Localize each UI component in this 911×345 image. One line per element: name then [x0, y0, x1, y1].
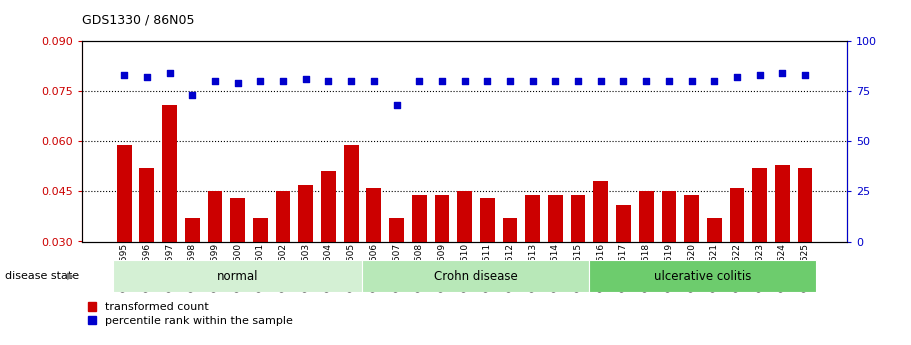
Bar: [363, 260, 589, 292]
Point: [593, 79, 608, 84]
Bar: [752, 168, 767, 241]
Text: normal: normal: [217, 269, 259, 283]
Bar: [208, 191, 222, 242]
Point: [457, 79, 472, 84]
Text: ulcerative colitis: ulcerative colitis: [654, 269, 752, 283]
Point: [253, 79, 268, 84]
Point: [435, 79, 449, 84]
Legend: transformed count, percentile rank within the sample: transformed count, percentile rank withi…: [87, 302, 293, 326]
Point: [322, 79, 336, 84]
Point: [503, 79, 517, 84]
Point: [162, 71, 177, 76]
Bar: [730, 188, 744, 241]
Bar: [661, 191, 676, 242]
Point: [208, 79, 222, 84]
Point: [366, 79, 381, 84]
Point: [730, 75, 744, 80]
Point: [276, 79, 291, 84]
Point: [798, 73, 813, 78]
Point: [571, 79, 586, 84]
Text: Crohn disease: Crohn disease: [434, 269, 517, 283]
Bar: [616, 205, 631, 241]
Point: [230, 81, 245, 86]
Bar: [230, 198, 245, 241]
Point: [117, 73, 131, 78]
Point: [185, 93, 200, 98]
Bar: [435, 195, 449, 242]
Point: [707, 79, 722, 84]
Bar: [389, 218, 404, 241]
Point: [661, 79, 676, 84]
Text: GDS1330 / 86N05: GDS1330 / 86N05: [82, 14, 194, 27]
Bar: [503, 218, 517, 241]
Bar: [707, 218, 722, 241]
Bar: [775, 165, 790, 242]
Bar: [298, 185, 313, 242]
Bar: [526, 195, 540, 242]
Point: [526, 79, 540, 84]
Text: ▶: ▶: [67, 271, 75, 281]
Point: [480, 79, 495, 84]
Bar: [343, 145, 359, 242]
Point: [639, 79, 653, 84]
Bar: [276, 191, 291, 242]
Point: [616, 79, 630, 84]
Bar: [139, 168, 154, 241]
Bar: [162, 105, 177, 241]
Bar: [321, 171, 336, 242]
Bar: [480, 198, 495, 241]
Bar: [798, 168, 813, 241]
Bar: [117, 145, 131, 242]
Bar: [113, 260, 363, 292]
Bar: [366, 188, 381, 241]
Bar: [412, 195, 426, 242]
Bar: [593, 181, 609, 241]
Text: disease state: disease state: [5, 271, 78, 281]
Bar: [253, 218, 268, 241]
Point: [752, 73, 767, 78]
Point: [139, 75, 154, 80]
Point: [412, 79, 426, 84]
Bar: [684, 195, 699, 242]
Point: [389, 103, 404, 108]
Bar: [185, 218, 200, 241]
Point: [299, 77, 313, 82]
Bar: [548, 195, 563, 242]
Bar: [457, 191, 472, 242]
Point: [684, 79, 699, 84]
Bar: [570, 195, 586, 242]
Bar: [639, 191, 653, 242]
Point: [343, 79, 358, 84]
Bar: [589, 260, 816, 292]
Point: [548, 79, 563, 84]
Point: [775, 71, 790, 76]
